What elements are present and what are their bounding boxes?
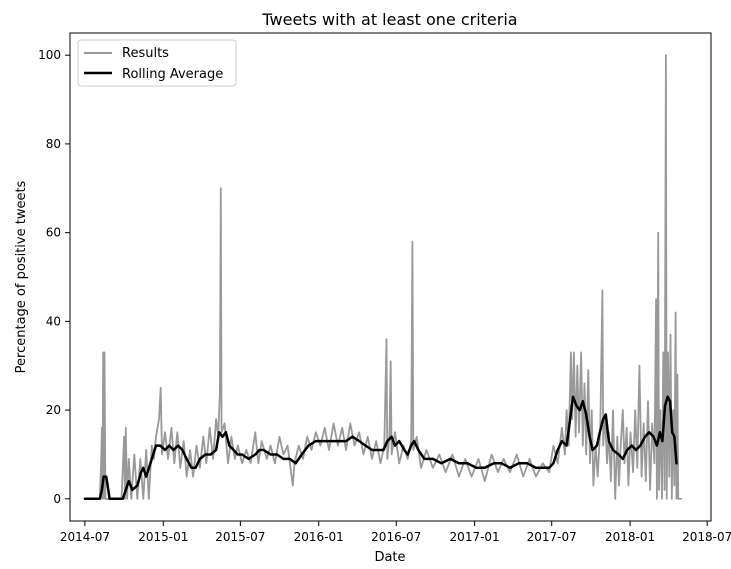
x-tick-label: 2017-01: [450, 530, 500, 544]
y-tick-label: 40: [46, 314, 61, 328]
series-line-rolling-average: [83, 395, 678, 501]
y-tick-label: 0: [53, 492, 61, 506]
y-tick-label: 20: [46, 403, 61, 417]
axes-frame: [69, 32, 712, 522]
y-tick-label: 80: [46, 137, 61, 151]
x-tick-label: 2016-07: [371, 530, 421, 544]
y-tick-label: 60: [46, 226, 61, 240]
x-tick-label: 2016-01: [294, 530, 344, 544]
series-layer: [83, 54, 683, 501]
x-tick-label: 2018-07: [682, 530, 731, 544]
y-axis-label: Percentage of positive tweets: [14, 180, 29, 373]
x-tick-label: 2014-07: [60, 530, 110, 544]
series-line-results: [84, 54, 683, 500]
y-tick-label: 100: [38, 48, 61, 62]
plot-area: [69, 32, 712, 522]
y-axis: 0 20 40 60 80 100: [38, 48, 70, 506]
x-tick-label: 2015-01: [138, 530, 188, 544]
legend-box: [77, 39, 237, 87]
x-axis-label: Date: [374, 550, 405, 565]
x-axis: 2014-07 2015-01 2015-07 2016-01 2016-07 2017-…: [60, 521, 731, 544]
legend-results-label: Results: [122, 46, 169, 61]
legend-rolling-label: Rolling Average: [122, 67, 223, 82]
legend: Results Rolling Average: [77, 39, 237, 87]
x-tick-label: 2017-07: [527, 530, 577, 544]
x-tick-label: 2018-01: [605, 530, 655, 544]
chart-title: Tweets with at least one criteria: [261, 10, 517, 29]
x-tick-label: 2015-07: [215, 530, 265, 544]
